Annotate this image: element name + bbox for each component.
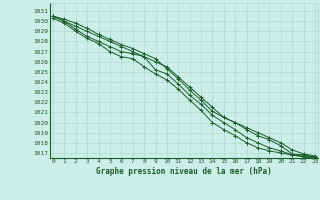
X-axis label: Graphe pression niveau de la mer (hPa): Graphe pression niveau de la mer (hPa) [96,167,272,176]
